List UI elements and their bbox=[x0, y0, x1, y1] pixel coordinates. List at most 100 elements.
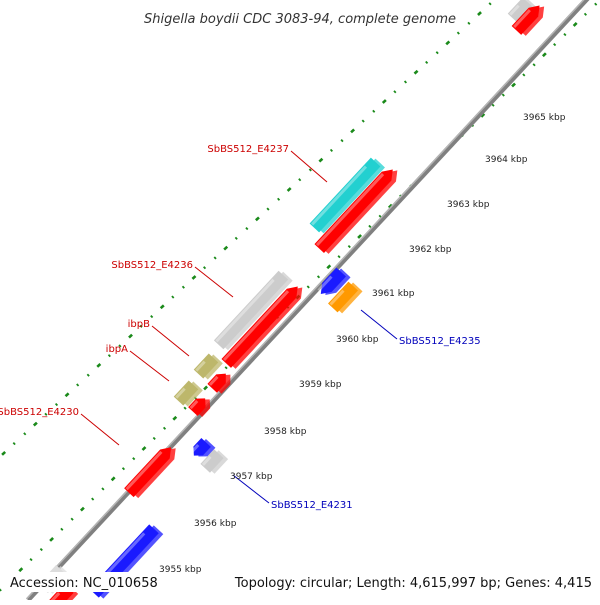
guide-dot-1-23 bbox=[224, 366, 228, 370]
guide-dot-0-52 bbox=[393, 90, 397, 94]
gene-arrow-e4235 bbox=[317, 267, 351, 295]
gene-label[interactable]: ibpA bbox=[106, 344, 128, 355]
guide-dot-1-39 bbox=[387, 203, 393, 209]
guide-dot-0-42 bbox=[286, 187, 292, 192]
guide-dot-1-50 bbox=[501, 93, 505, 97]
guide-dot-1-34 bbox=[337, 255, 341, 259]
gene-block-ibpa bbox=[173, 380, 203, 407]
guide-dot-0-47 bbox=[340, 139, 344, 143]
guide-dot-0-32 bbox=[181, 285, 185, 289]
guide-dot-0-43 bbox=[298, 178, 302, 182]
guide-dot-0-21 bbox=[64, 392, 70, 398]
guide-dot-0-57 bbox=[445, 40, 451, 46]
gene-label[interactable]: SbBS512_E4230 bbox=[0, 407, 79, 418]
guide-dot-0-38 bbox=[245, 227, 249, 231]
guide-dot-1-4 bbox=[29, 558, 33, 562]
guide-dot-0-54 bbox=[413, 69, 419, 75]
guide-dot-1-54 bbox=[541, 52, 547, 58]
guide-dot-1-16 bbox=[152, 436, 156, 440]
guide-dot-0-19 bbox=[44, 412, 48, 416]
guide-dot-1-5 bbox=[39, 547, 43, 552]
gene-label[interactable]: SbBS512_E4231 bbox=[271, 500, 353, 511]
scale-tick-label: 3964 kbp bbox=[485, 155, 528, 165]
guide-dot-0-39 bbox=[255, 216, 260, 222]
gene-block-ibpb bbox=[193, 353, 223, 380]
guide-dot-1-56 bbox=[563, 32, 567, 37]
accession-label: Accession: NC_010658 bbox=[10, 576, 158, 591]
scale-tick-label: 3963 kbp bbox=[447, 200, 490, 210]
guide-dot-0-34 bbox=[203, 266, 207, 270]
gene-block-cyan bbox=[309, 157, 385, 234]
gene-label-leader bbox=[232, 474, 270, 504]
label-leaders bbox=[80, 150, 398, 504]
scale-tick-label: 3965 kbp bbox=[523, 113, 566, 123]
guide-dot-1-17 bbox=[162, 426, 167, 430]
guide-dot-0-55 bbox=[425, 60, 429, 65]
guide-dot-1-9 bbox=[79, 506, 85, 512]
gene-arrow-e4236 bbox=[221, 286, 303, 369]
guide-dot-0-16 bbox=[12, 442, 16, 446]
guide-dot-0-22 bbox=[76, 383, 80, 387]
guide-dot-1-33 bbox=[326, 264, 332, 270]
guide-dot-0-29 bbox=[150, 314, 154, 319]
guide-dot-1-6 bbox=[49, 537, 55, 542]
genome-backbone-highlight bbox=[25, 0, 585, 600]
gene-label-leader bbox=[80, 413, 120, 446]
guide-dot-0-58 bbox=[456, 31, 460, 35]
guide-dot-1-53 bbox=[532, 63, 536, 67]
gene-arrow-e4231 bbox=[190, 437, 216, 457]
gene-label[interactable]: ibpB bbox=[128, 319, 150, 330]
guide-dot-1-36 bbox=[357, 234, 362, 239]
gene-label-leader bbox=[290, 150, 328, 183]
guide-dot-0-15 bbox=[1, 451, 7, 456]
guide-dot-0-40 bbox=[266, 207, 270, 211]
gene-labels: SbBS512_E4237 SbBS512_E4236 ibpB ibpA SbBS51… bbox=[0, 144, 481, 511]
scale-tick-label: 3956 kbp bbox=[194, 519, 237, 529]
guide-dot-0-45 bbox=[318, 157, 324, 163]
guide-dot-1-52 bbox=[522, 73, 526, 77]
gene-label[interactable]: SbBS512_E4235 bbox=[399, 336, 481, 347]
gene-arrow-ibpa bbox=[188, 398, 211, 417]
guide-dot-1-21 bbox=[203, 385, 208, 391]
guide-dot-0-27 bbox=[128, 333, 133, 339]
guide-dot-0-31 bbox=[171, 295, 175, 299]
scale-tick-label: 3958 kbp bbox=[264, 427, 307, 437]
guide-dot-1-11 bbox=[101, 487, 105, 491]
guide-dot-1-3 bbox=[18, 567, 24, 573]
guide-dot-1-55 bbox=[553, 43, 557, 47]
guide-dot-1-51 bbox=[511, 82, 516, 88]
guide-dot-0-26 bbox=[118, 344, 122, 348]
guide-dot-1-13 bbox=[121, 467, 126, 471]
guide-dot-0-50 bbox=[372, 109, 376, 113]
guide-dot-1-37 bbox=[368, 224, 372, 228]
scale-tick-label: 3960 kbp bbox=[336, 335, 379, 345]
gene-label-leader bbox=[129, 350, 170, 382]
gene-label[interactable]: SbBS512_E4236 bbox=[111, 260, 193, 271]
guide-dot-0-46 bbox=[329, 148, 333, 152]
topology-label: Topology: circular; Length: 4,615,997 bp… bbox=[234, 576, 592, 591]
guide-dot-1-19 bbox=[183, 406, 187, 410]
guide-dot-0-51 bbox=[381, 99, 387, 104]
gene-arrow-ibpb bbox=[207, 373, 231, 394]
guide-dot-0-44 bbox=[308, 168, 312, 172]
scale-tick-label: 3962 kbp bbox=[409, 245, 452, 255]
guide-dot-0-48 bbox=[350, 128, 356, 134]
gene-label-leader bbox=[151, 325, 190, 357]
guide-dot-0-41 bbox=[277, 197, 281, 201]
gene-label[interactable]: SbBS512_E4237 bbox=[207, 144, 289, 155]
guide-dot-0-33 bbox=[191, 275, 197, 280]
gene-features bbox=[38, 0, 545, 605]
guide-dot-1-1 bbox=[0, 588, 2, 592]
gene-arrow-top bbox=[511, 5, 545, 36]
guide-dot-1-15 bbox=[141, 446, 147, 451]
guide-dot-0-49 bbox=[361, 119, 365, 123]
guide-dot-0-56 bbox=[435, 51, 439, 55]
guide-dot-1-48 bbox=[480, 112, 486, 118]
guide-dot-0-35 bbox=[213, 256, 217, 260]
scale-tick-label: 3955 kbp bbox=[159, 565, 202, 575]
scale-tick-label: 3961 kbp bbox=[372, 289, 415, 299]
gene-block-top-gray bbox=[507, 0, 537, 24]
footer-background-right bbox=[258, 572, 598, 592]
